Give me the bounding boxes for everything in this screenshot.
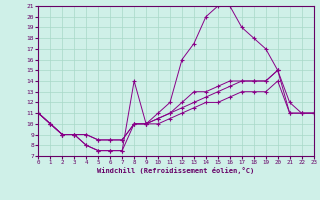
X-axis label: Windchill (Refroidissement éolien,°C): Windchill (Refroidissement éolien,°C) xyxy=(97,167,255,174)
